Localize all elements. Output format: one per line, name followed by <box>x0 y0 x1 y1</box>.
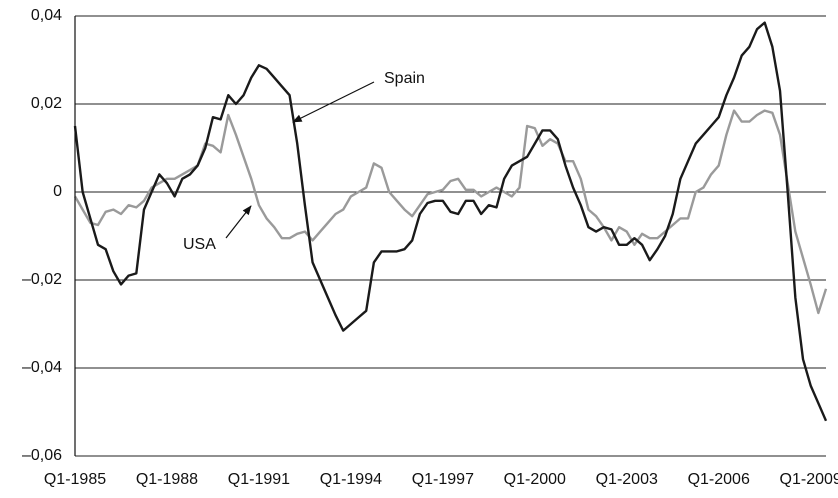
x-tick-label: Q1-2009 <box>780 471 838 488</box>
annotation: USA <box>183 236 216 253</box>
x-tick-label: Q1-2003 <box>596 471 658 488</box>
y-tick-label: 0,04 <box>31 7 62 24</box>
y-tick-label: 0 <box>53 183 62 200</box>
y-tick-label: –0,06 <box>22 447 62 464</box>
x-tick-label: Q1-2000 <box>504 471 566 488</box>
annotation: Spain <box>384 70 425 87</box>
x-tick-label: Q1-1994 <box>320 471 382 488</box>
x-tick-label: Q1-1997 <box>412 471 474 488</box>
x-tick-label: Q1-2006 <box>688 471 750 488</box>
x-tick-label: Q1-1988 <box>136 471 198 488</box>
annotation-arrow <box>292 81 375 123</box>
annotation-arrow <box>225 205 252 239</box>
plot-lines <box>73 21 828 422</box>
x-tick-label: Q1-1985 <box>44 471 106 488</box>
x-tick-label: Q1-1991 <box>228 471 290 488</box>
y-tick-label: –0,04 <box>22 359 62 376</box>
series-line <box>73 21 828 422</box>
y-tick-label: 0,02 <box>31 95 62 112</box>
y-tick-label: –0,02 <box>22 271 62 288</box>
grid <box>75 15 826 457</box>
